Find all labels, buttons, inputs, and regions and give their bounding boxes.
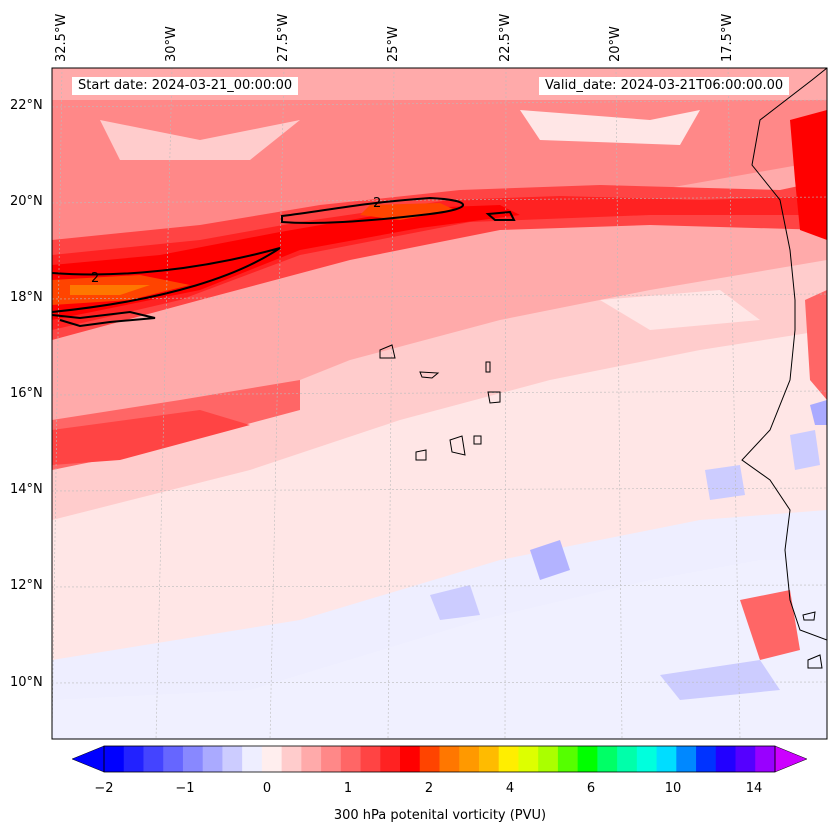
colorbar-tick: 4	[505, 781, 515, 796]
colorbar-cell	[636, 746, 658, 772]
colorbar-tick: 1	[343, 781, 353, 796]
colorbar-cell	[459, 746, 480, 772]
colorbar-cell	[735, 746, 756, 772]
colorbar-cell	[301, 746, 322, 772]
coastline	[379, 68, 827, 669]
colorbar-cell	[498, 746, 519, 772]
colorbar-cell	[143, 746, 164, 772]
lat-tick: 10°N	[10, 675, 43, 690]
lat-tick: 16°N	[10, 386, 43, 401]
colorbar-cell	[123, 746, 144, 772]
map-frame	[51, 67, 828, 740]
colorbar-cell	[676, 746, 697, 772]
lat-tick: 14°N	[10, 482, 43, 497]
lat-tick: 18°N	[10, 290, 43, 305]
colorbar-cell	[360, 746, 381, 772]
colorbar-label: 300 hPa potenital vorticity (PVU)	[333, 808, 547, 823]
colorbar-cell	[400, 746, 421, 772]
colorbar-cell	[696, 746, 717, 772]
colorbar-cell	[538, 746, 559, 772]
start-date-banner: Start date: 2024-03-21_00:00:00	[72, 77, 299, 95]
contour-label-west: 2	[91, 271, 99, 286]
colorbar-cell	[656, 746, 677, 772]
colorbar-cell	[439, 746, 460, 772]
lat-tick: 22°N	[10, 98, 43, 113]
lon-tick: 20°W	[608, 26, 623, 62]
colorbar-over-arrow	[774, 745, 808, 773]
lon-tick: 17.5°W	[720, 13, 735, 62]
colorbar-tick: 6	[586, 781, 596, 796]
valid-date-banner: Valid_date: 2024-03-21T06:00:00.00	[539, 77, 790, 95]
colorbar-under-arrow	[71, 745, 105, 773]
colorbar-cell	[104, 746, 125, 772]
colorbar-cell	[419, 746, 440, 772]
lon-tick: 22.5°W	[498, 13, 513, 62]
colorbar-cell	[715, 746, 737, 772]
contour-label-center: 2	[373, 196, 381, 211]
colorbar-cell	[182, 746, 204, 772]
colorbar-tick: 2	[424, 781, 434, 796]
colorbar-cell	[617, 746, 638, 772]
colorbar-cell	[557, 746, 579, 772]
colorbar-cell	[380, 746, 401, 772]
colorbar-tick: −1	[175, 781, 195, 796]
colorbar-cell	[281, 746, 302, 772]
colorbar-cell	[478, 746, 500, 772]
colorbar	[71, 745, 808, 773]
colorbar-cell	[577, 746, 598, 772]
colorbar-tick: 10	[664, 781, 682, 796]
colorbar-tick: 14	[745, 781, 763, 796]
colorbar-tick: 0	[262, 781, 272, 796]
colorbar-cell	[261, 746, 283, 772]
lat-tick: 20°N	[10, 194, 43, 209]
colorbar-cell	[518, 746, 539, 772]
colorbar-cell	[340, 746, 362, 772]
pv-2-contour	[52, 196, 516, 328]
lon-tick: 27.5°W	[276, 13, 291, 62]
graticule	[52, 68, 827, 739]
lon-tick: 25°W	[386, 26, 401, 62]
colorbar-cell	[222, 746, 243, 772]
lon-tick: 32.5°W	[54, 13, 69, 62]
colorbar-cell	[755, 746, 776, 772]
colorbar-cell	[202, 746, 223, 772]
lon-tick: 30°W	[164, 26, 179, 62]
colorbar-tick: −2	[94, 781, 114, 796]
colorbar-cell	[163, 746, 184, 772]
pv-field	[52, 68, 827, 739]
lat-tick: 12°N	[10, 578, 43, 593]
colorbar-cell	[242, 746, 263, 772]
colorbar-cell	[321, 746, 342, 772]
colorbar-cell	[597, 746, 618, 772]
